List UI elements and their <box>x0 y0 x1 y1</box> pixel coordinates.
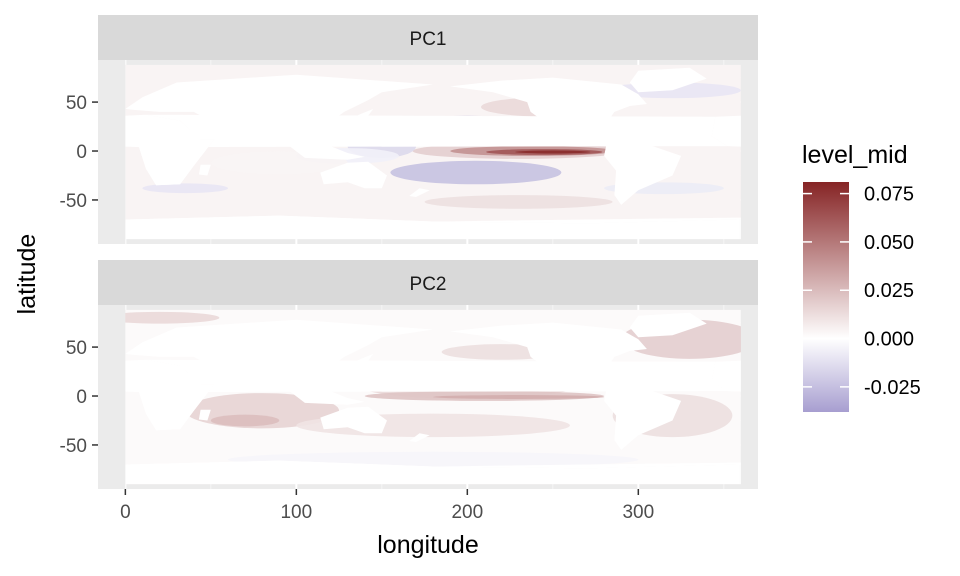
heatmap-region <box>424 195 613 209</box>
y-axis-pc2: 50 0 -50 <box>60 338 98 457</box>
land-antarctica-east <box>433 462 758 485</box>
land-new-zealand <box>409 188 430 197</box>
land-pc1 <box>98 60 758 244</box>
land-south-america <box>604 139 682 205</box>
legend-break-label: 0.075 <box>864 184 914 206</box>
y-tick-label: 0 <box>76 387 87 408</box>
land-japan <box>347 108 374 120</box>
land-indonesia <box>289 146 365 160</box>
y-axis-pc1: 50 0 -50 <box>60 93 98 212</box>
legend-title: level_mid <box>802 141 908 169</box>
land-indonesia <box>289 391 365 405</box>
no-data-west <box>98 60 126 244</box>
y-tick-label: 0 <box>76 142 87 163</box>
x-tick-label: 0 <box>120 502 131 523</box>
y-axis-title: latitude <box>13 234 41 315</box>
land-greenland <box>629 312 707 338</box>
land-south-america <box>604 384 682 450</box>
x-tick-label: 100 <box>280 502 312 523</box>
land-greenland <box>629 67 707 93</box>
land-pc2 <box>98 305 758 489</box>
panel-pc2: PC2 50 0 -50 <box>60 260 758 489</box>
strip-title-pc1: PC1 <box>410 29 447 50</box>
land-europe-asia <box>125 74 434 144</box>
land-madagascar <box>198 409 211 421</box>
legend-break-label: 0.000 <box>864 329 914 351</box>
y-tick-label: -50 <box>60 436 87 457</box>
panel-pc1: PC1 50 0 -50 <box>60 15 758 244</box>
legend-break-label: 0.025 <box>864 280 914 302</box>
land-north-america <box>450 322 647 388</box>
x-axis: 0 100 200 300 <box>120 489 654 523</box>
heatmap-region <box>99 311 220 324</box>
land-antarctica-west <box>98 215 434 240</box>
land-antarctica-west <box>98 460 434 485</box>
land-africa-west <box>98 114 215 186</box>
no-data-east <box>740 305 758 489</box>
y-tick-label: 50 <box>66 93 87 114</box>
land-north-america <box>450 77 647 143</box>
strip-title-pc2: PC2 <box>410 274 447 295</box>
legend: level_mid 0.075 0.050 0.025 0.000 -0.025 <box>802 141 921 412</box>
x-tick-label: 300 <box>622 502 654 523</box>
legend-break-label: 0.050 <box>864 232 914 254</box>
x-tick-label: 200 <box>451 502 483 523</box>
heatmap-region <box>210 414 280 427</box>
land-europe-asia <box>125 319 434 389</box>
legend-breaks: 0.075 0.050 0.025 0.000 -0.025 <box>803 184 921 399</box>
heatmap-region <box>433 395 605 399</box>
strip-pc2 <box>98 260 758 305</box>
heatmap-region <box>142 183 228 194</box>
land-australia <box>320 161 387 189</box>
colorbar <box>803 182 849 412</box>
land-australia <box>320 406 387 434</box>
strip-pc1 <box>98 15 758 60</box>
heatmap-region <box>515 150 591 154</box>
land-japan <box>347 353 374 365</box>
no-data-east <box>740 60 758 244</box>
no-data-west <box>98 305 126 489</box>
land-arabia <box>186 121 225 140</box>
y-tick-label: -50 <box>60 191 87 212</box>
y-tick-label: 50 <box>66 338 87 359</box>
land-madagascar <box>198 164 211 176</box>
land-arabia <box>186 366 225 385</box>
land-africa-west <box>98 359 215 431</box>
land-antarctica-east <box>433 217 758 240</box>
land-new-zealand <box>409 433 430 442</box>
x-axis-title: longitude <box>377 531 478 559</box>
legend-break-label: -0.025 <box>864 377 921 399</box>
heatmap-region <box>390 160 562 185</box>
